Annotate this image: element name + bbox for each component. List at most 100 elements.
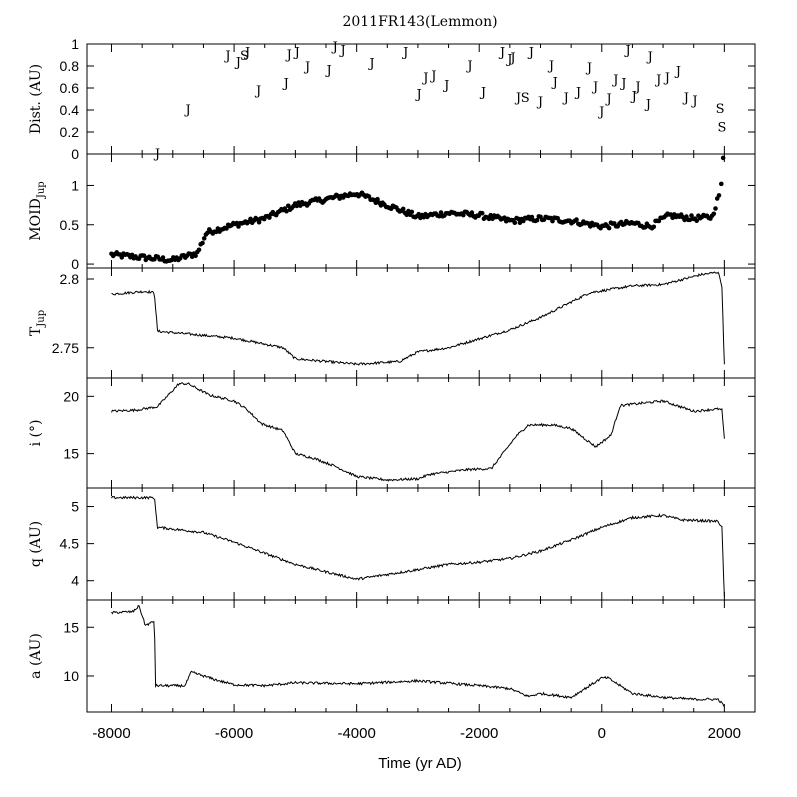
chart-title: 2011FR143(Lemmon) xyxy=(342,14,497,30)
encounter-marker: J xyxy=(324,63,331,78)
encounter-marker: S xyxy=(521,91,530,106)
y-tick-label-q: 4 xyxy=(71,573,79,589)
moid-point xyxy=(193,253,198,259)
encounter-marker: J xyxy=(591,80,598,95)
encounter-marker: J xyxy=(429,69,436,84)
y-tick-label-dist: 0.4 xyxy=(60,102,80,118)
encounter-marker: J xyxy=(597,105,604,120)
y-tick-label-inc: 20 xyxy=(63,388,79,404)
moid-point xyxy=(213,229,219,235)
encounter-marker: J xyxy=(282,77,289,92)
encounter-marker: J xyxy=(184,103,191,118)
encounter-marker: J xyxy=(663,71,670,86)
encounter-marker: J xyxy=(605,92,612,107)
encounter-marker: J xyxy=(339,44,346,59)
panel-moid: 0 0.5 1 MOIDJup xyxy=(28,153,756,272)
y-tick-label-dist: 0 xyxy=(71,146,79,162)
encounter-marker: S xyxy=(716,102,725,117)
series-line-tjup xyxy=(111,271,725,366)
panel-frame-a xyxy=(86,599,756,713)
y-tick-label-q: 4.5 xyxy=(60,536,80,552)
encounter-marker: J xyxy=(547,59,554,74)
moid-point xyxy=(196,247,202,253)
series-line-inc xyxy=(111,382,725,482)
encounter-marker: J xyxy=(303,60,310,75)
x-tick-label: -6000 xyxy=(215,725,253,742)
encounter-marker: J xyxy=(514,91,521,106)
x-axis-label: Time (yr AD) xyxy=(378,755,462,772)
encounter-marker: J xyxy=(574,85,581,100)
panel-frame-q xyxy=(86,487,756,601)
encounter-marker: J xyxy=(421,71,428,86)
y-tick-label-dist: 0.8 xyxy=(60,58,80,74)
x-tick-label: -8000 xyxy=(92,725,130,742)
y-tick-label-moid: 1 xyxy=(71,177,79,193)
moid-point xyxy=(469,210,475,215)
y-tick-label-q: 5 xyxy=(71,499,79,515)
x-tick-label: 0 xyxy=(598,725,606,742)
encounter-marker: J xyxy=(479,85,486,100)
moid-point xyxy=(234,220,240,226)
panel-a: 10 15 a (AU) xyxy=(28,599,756,713)
encounter-marker: J xyxy=(562,91,569,106)
moid-point xyxy=(694,218,699,223)
moid-point xyxy=(404,212,410,218)
moid-point xyxy=(711,211,717,217)
encounter-marker: J xyxy=(690,94,697,109)
moid-point xyxy=(606,225,612,231)
y-tick-label-a: 15 xyxy=(63,619,79,635)
y-axis-label-moid: MOIDJup xyxy=(28,181,47,240)
y-tick-label-moid: 0.5 xyxy=(60,217,80,233)
moid-point xyxy=(529,214,535,220)
moid-point xyxy=(119,255,125,260)
encounter-marker: S xyxy=(717,121,726,136)
y-tick-label-tjup: 2.8 xyxy=(60,271,80,287)
encounter-marker: J xyxy=(234,56,241,71)
encounter-marker: J xyxy=(619,77,626,92)
moid-point xyxy=(256,220,262,225)
moid-point xyxy=(284,208,289,214)
panel-inc: 15 20 i (°) xyxy=(28,377,756,489)
encounter-marker: J xyxy=(682,91,689,106)
moid-point xyxy=(517,220,523,225)
moid-point xyxy=(294,203,300,209)
y-tick-label-dist: 0.6 xyxy=(60,80,80,96)
y-tick-label-a: 10 xyxy=(63,668,79,684)
y-tick-label-tjup: 2.75 xyxy=(52,340,79,356)
moid-point xyxy=(651,224,657,230)
encounter-marker: J xyxy=(646,50,653,65)
x-tick-label: -4000 xyxy=(337,725,375,742)
encounter-marker: J xyxy=(633,80,640,95)
moid-point xyxy=(373,200,379,205)
encounter-marker: J xyxy=(331,40,338,55)
panel-frame-inc xyxy=(86,377,756,489)
y-axis-label-tjup: TJup xyxy=(28,310,47,336)
moid-point xyxy=(160,255,166,260)
encounter-marker: J xyxy=(508,51,515,66)
moid-point xyxy=(248,216,253,222)
moid-point xyxy=(718,181,724,187)
encounter-marker: J xyxy=(465,59,472,74)
encounter-marker: S xyxy=(240,49,249,64)
encounter-marker: J xyxy=(536,95,543,110)
y-tick-label-dist: 0.2 xyxy=(60,124,80,140)
encounter-marker: J xyxy=(527,46,534,61)
moid-point xyxy=(574,217,579,222)
encounter-marker: J xyxy=(585,61,592,76)
y-axis-label-inc: i (°) xyxy=(28,420,44,447)
panel-q: 4 4.5 5 q (AU) xyxy=(28,487,756,601)
y-axis-label-a: a (AU) xyxy=(28,633,44,679)
y-tick-label-inc: 15 xyxy=(63,446,79,462)
y-axis-label-dist: Dist. (AU) xyxy=(28,64,44,134)
y-tick-label-dist: 1 xyxy=(71,36,79,52)
x-tick-label: 2000 xyxy=(708,725,741,742)
moid-point xyxy=(201,236,207,241)
moid-point xyxy=(224,226,229,231)
moid-point xyxy=(486,216,492,222)
encounter-marker: J xyxy=(551,75,558,90)
encounter-marker: J xyxy=(293,46,300,61)
encounter-marker: J xyxy=(223,49,230,64)
moid-point xyxy=(141,253,147,258)
